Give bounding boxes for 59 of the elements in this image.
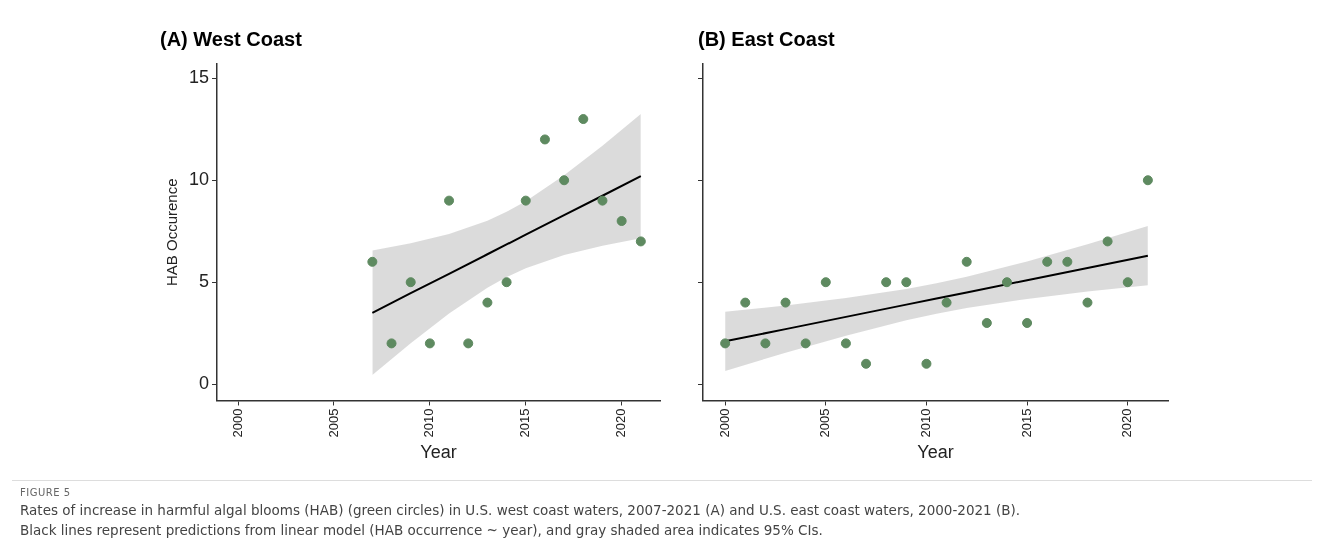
point (1122, 277, 1133, 288)
point (780, 297, 791, 308)
point (597, 195, 608, 206)
text: Rates of increase in harmful algal blooms (HAB) (green circles) in U.S. west coast waters, 2007-2021 (A) and U.S. east coast waters, 2000-2021 (B). (20, 501, 1022, 520)
point (981, 317, 992, 328)
x-axis-title: Year (917, 442, 954, 463)
point (386, 338, 397, 349)
y-tick-label: 5 (199, 271, 210, 292)
x-tick-label: 2015 (517, 408, 533, 438)
point (921, 358, 932, 369)
point (800, 338, 811, 349)
chart-title: (A) West Coast (160, 27, 303, 50)
text: Black lines represent predictions from linear model (HAB occurrence ~ year), and gray shaded area indicates 95% CIs. (20, 521, 824, 540)
point (559, 175, 570, 186)
point (520, 195, 531, 206)
point (881, 277, 892, 288)
point (1102, 236, 1113, 247)
point (901, 277, 912, 288)
point (840, 338, 851, 349)
point (941, 297, 952, 308)
point (635, 236, 646, 247)
x-tick-label: 2010 (918, 408, 934, 438)
chart-title: (B) East Coast (698, 27, 836, 50)
x-axis-title: Year (420, 442, 457, 463)
point (482, 297, 493, 308)
point (1001, 277, 1012, 288)
point (367, 256, 378, 267)
point (861, 358, 872, 369)
point (820, 277, 831, 288)
point (501, 277, 512, 288)
point (424, 338, 435, 349)
x-tick-label: 2000 (229, 408, 245, 438)
point (1082, 297, 1093, 308)
point (961, 256, 972, 267)
x-tick-label: 2000 (716, 408, 732, 438)
y-tick-label: 15 (188, 67, 210, 88)
x-tick-label: 2020 (1119, 408, 1135, 438)
caption: FIGURE 5 (20, 486, 72, 500)
point (444, 195, 455, 206)
point (1062, 256, 1073, 267)
x-tick-label: 2005 (325, 408, 341, 438)
y-tick-label: 0 (199, 373, 210, 394)
x-tick-label: 2020 (613, 408, 629, 438)
point (720, 338, 731, 349)
x-tick-label: 2005 (817, 408, 833, 438)
x-tick-label: 2010 (421, 408, 437, 438)
point (760, 338, 771, 349)
y-tick-label: 10 (188, 169, 210, 190)
point (740, 297, 751, 308)
point (578, 114, 589, 125)
point (539, 134, 550, 145)
point (405, 277, 416, 288)
point (616, 216, 627, 227)
point (1142, 175, 1153, 186)
point (463, 338, 474, 349)
point (1042, 256, 1053, 267)
point (1022, 317, 1033, 328)
x-tick-label: 2015 (1018, 408, 1034, 438)
y-axis-title: HAB Occurence (163, 178, 181, 287)
